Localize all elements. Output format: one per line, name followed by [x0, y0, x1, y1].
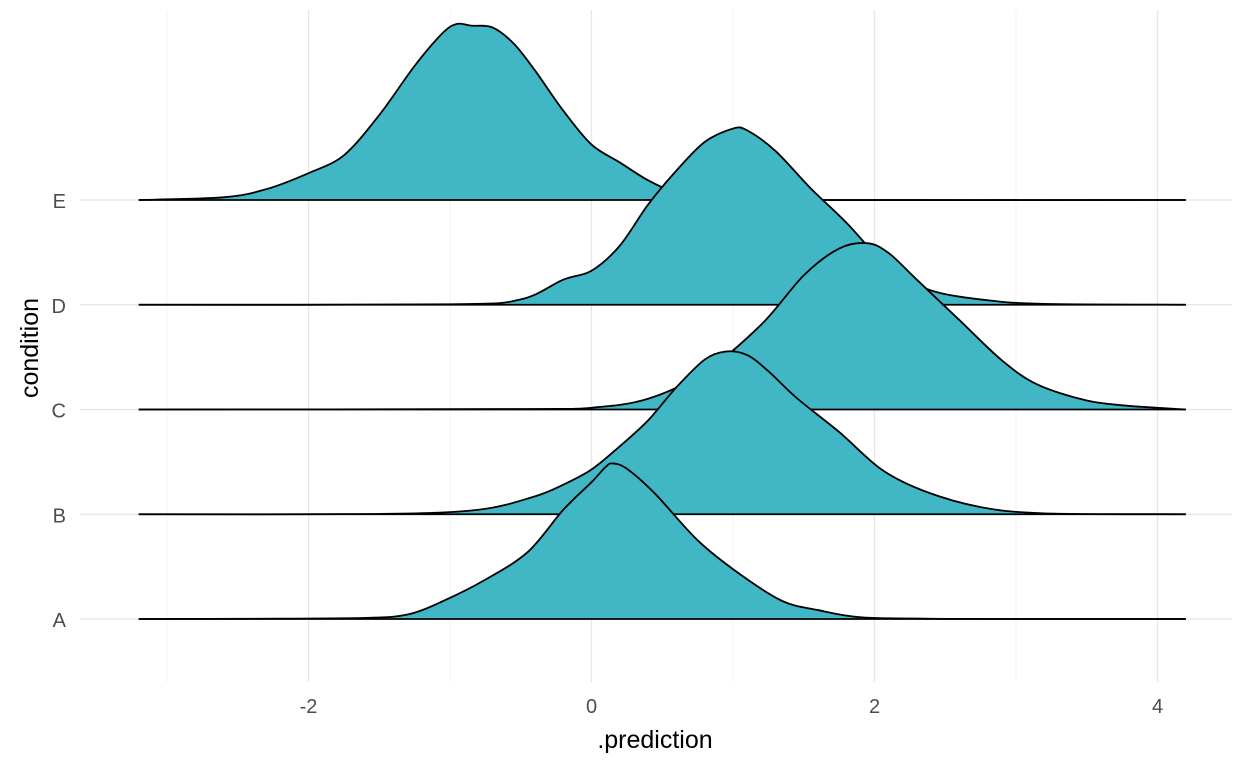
y-tick-label: C	[52, 401, 66, 423]
ridge-fill-A	[138, 463, 1186, 620]
x-axis-ticks: -2 0 2 4	[300, 696, 1163, 718]
x-tick-label: -2	[300, 696, 318, 718]
ridge-fill-B	[138, 351, 1186, 515]
ridge-outline-E	[138, 22, 1186, 202]
y-tick-label: D	[52, 296, 66, 318]
ridge-outline-A	[138, 462, 1186, 620]
y-tick-label: A	[53, 610, 67, 632]
ridge-D	[138, 126, 1186, 306]
x-tick-label: 2	[869, 696, 880, 718]
y-axis-title: condition	[16, 298, 44, 398]
x-tick-label: 4	[1152, 696, 1163, 718]
y-axis-ticks: A B C D E	[52, 191, 67, 632]
ridge-outline-D	[138, 126, 1186, 306]
ridges	[138, 22, 1186, 620]
y-tick-label: B	[53, 505, 66, 527]
x-tick-label: 0	[586, 696, 597, 718]
ridge-A	[138, 462, 1186, 620]
ridge-fill-E	[138, 23, 1186, 201]
ridge-outline-B	[138, 350, 1186, 516]
ridge-fill-C	[138, 242, 1186, 410]
ridge-B	[138, 350, 1186, 516]
y-tick-label: E	[53, 191, 66, 213]
x-axis-title: .prediction	[597, 726, 712, 754]
ridge-E	[138, 22, 1186, 202]
ridge-fill-D	[138, 127, 1186, 305]
